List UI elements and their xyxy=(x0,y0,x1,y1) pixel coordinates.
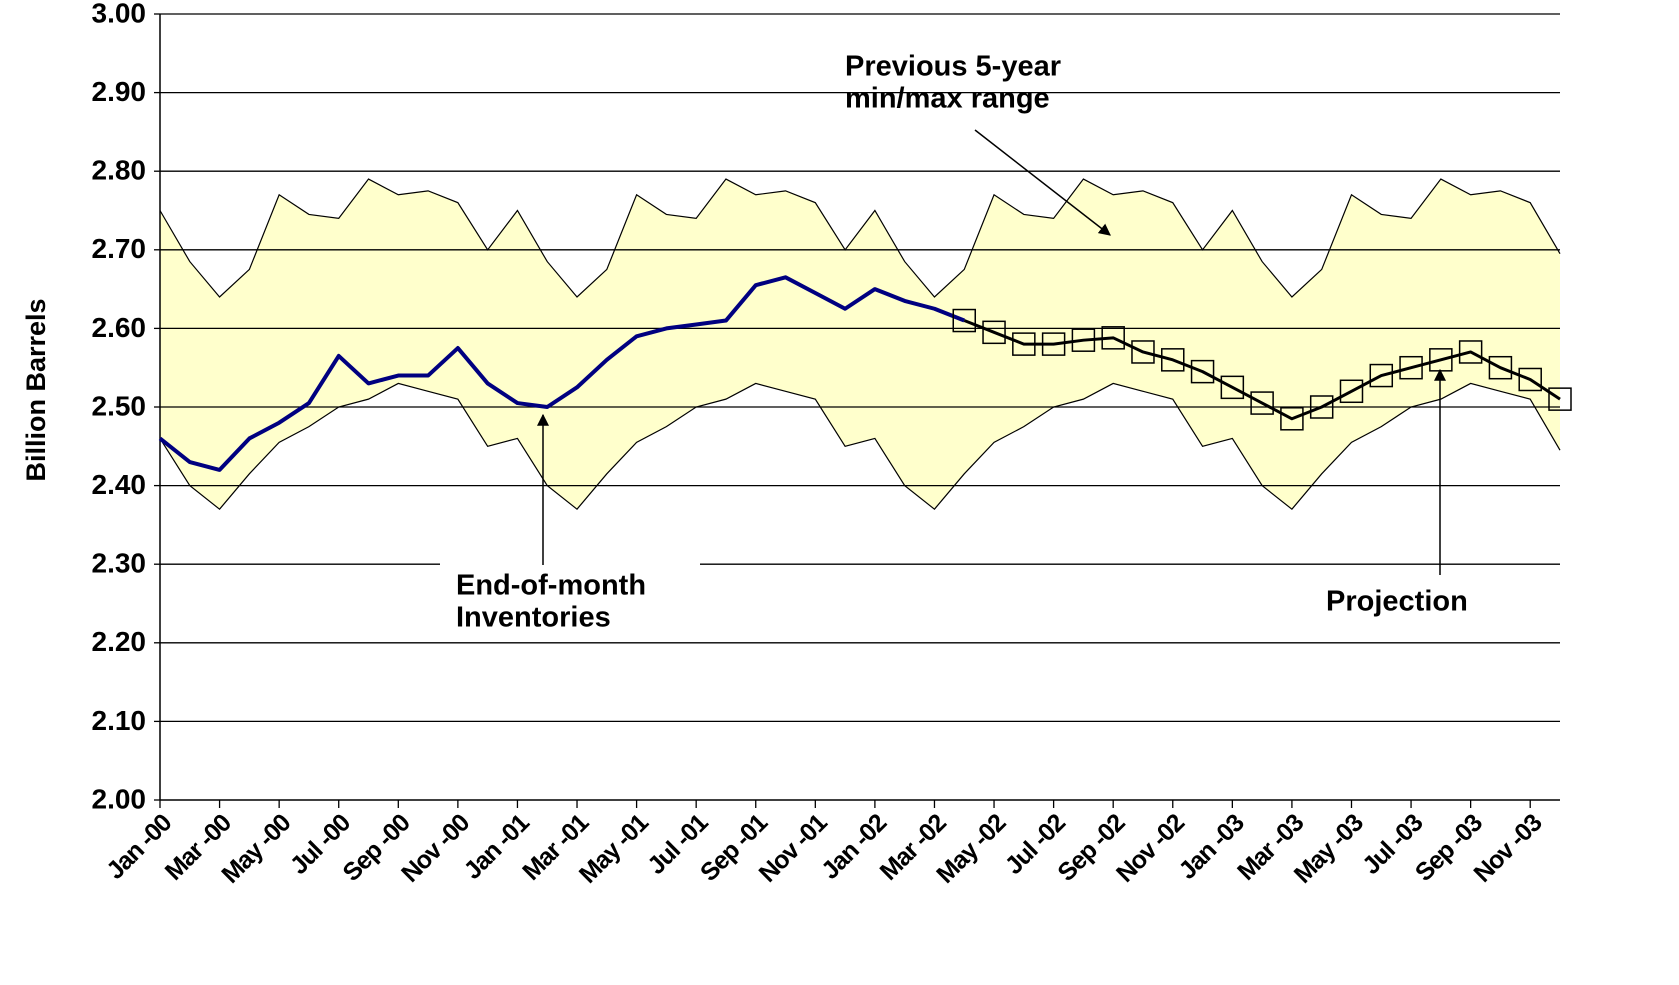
point-marker xyxy=(1220,375,1245,400)
point-marker xyxy=(1101,326,1125,350)
x-tick-label: Jan -03 xyxy=(1173,809,1249,885)
point-marker xyxy=(1309,395,1334,419)
x-tick-label: Nov -03 xyxy=(1468,809,1547,888)
y-tick-label: 2.00 xyxy=(92,783,147,814)
annotation-background xyxy=(440,559,700,639)
annotation: min/max range xyxy=(845,83,1050,115)
y-tick-label: 2.70 xyxy=(92,233,147,264)
point-marker xyxy=(1131,340,1155,364)
band-edge xyxy=(159,382,1561,511)
y-tick-label: 2.20 xyxy=(92,626,147,657)
y-tick-label: 2.50 xyxy=(92,390,147,421)
point-marker xyxy=(1399,355,1423,380)
annotation: Inventories xyxy=(456,602,611,634)
series-line xyxy=(158,275,965,472)
point-marker xyxy=(952,308,977,333)
x-tick-label: Nov -02 xyxy=(1111,809,1190,888)
annotation: End-of-month xyxy=(456,570,646,602)
y-tick-label: 2.30 xyxy=(92,548,147,579)
y-tick-label: 3.00 xyxy=(92,0,147,28)
point-marker xyxy=(1250,391,1274,415)
point-marker xyxy=(1071,328,1096,352)
y-tick-label: 2.10 xyxy=(92,705,147,736)
x-tick-label: Jan -02 xyxy=(816,809,892,885)
point-marker xyxy=(1369,363,1394,388)
y-axis-label: Billion Barrels xyxy=(21,298,51,481)
x-tick-label: Nov -00 xyxy=(396,809,475,888)
range-band xyxy=(160,179,1560,510)
y-tick-label: 2.90 xyxy=(92,76,147,107)
point-marker xyxy=(1488,355,1513,380)
point-marker xyxy=(982,320,1006,345)
y-tick-label: 2.60 xyxy=(92,312,147,343)
band-edge xyxy=(159,178,1561,298)
y-tick-label: 2.40 xyxy=(92,469,147,500)
x-tick-label: Nov -01 xyxy=(754,808,833,887)
point-marker xyxy=(1548,387,1572,411)
point-marker xyxy=(1339,379,1364,404)
y-tick-label: 2.80 xyxy=(92,155,147,186)
point-marker xyxy=(1041,332,1066,356)
point-marker xyxy=(1161,348,1185,372)
point-marker xyxy=(1458,340,1483,364)
x-tick-label: May -01 xyxy=(574,808,654,888)
point-marker xyxy=(1429,348,1453,372)
point-marker xyxy=(1012,332,1036,356)
annotation: Previous 5-year xyxy=(845,51,1061,83)
point-marker xyxy=(1518,367,1542,392)
series-line xyxy=(963,319,1561,421)
x-tick-label: Jan -00 xyxy=(101,809,177,885)
annotation-arrow xyxy=(974,129,1111,236)
point-marker xyxy=(1190,359,1215,384)
point-marker xyxy=(1280,407,1304,431)
annotation: Projection xyxy=(1326,586,1468,618)
